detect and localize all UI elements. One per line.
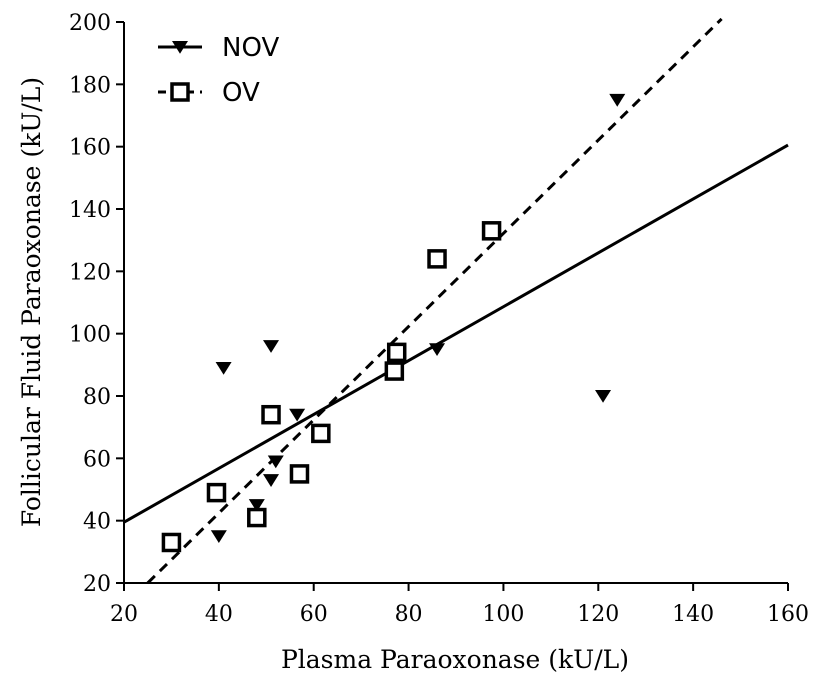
y-tick-label: 120 <box>69 260 111 285</box>
point-ov <box>261 404 281 425</box>
legend: NOV OV <box>158 33 279 108</box>
point-ov <box>427 249 447 269</box>
point-nov <box>595 390 612 403</box>
x-tick-label: 60 <box>300 602 328 627</box>
point-ov <box>311 423 331 444</box>
point-nov <box>263 474 280 487</box>
x-tick-label: 120 <box>577 602 619 627</box>
y-tick-label: 60 <box>83 447 111 472</box>
point-ov <box>247 507 267 528</box>
y-tick-label: 20 <box>83 572 111 597</box>
y-tick-label: 100 <box>69 323 111 348</box>
fit-line-ov <box>146 17 723 585</box>
point-nov <box>248 499 265 512</box>
x-tick-label: 160 <box>767 602 809 627</box>
point-nov <box>429 343 446 357</box>
x-tick-label: 40 <box>205 602 233 627</box>
x-axis-label: Plasma Paraoxonase (kU/L) <box>281 645 629 674</box>
point-nov <box>215 361 232 375</box>
data-points <box>161 93 626 553</box>
point-ov <box>384 361 405 381</box>
point-nov <box>609 93 626 107</box>
legend-marker-ov <box>170 82 190 102</box>
legend-label-nov: NOV <box>222 33 279 63</box>
legend-label-ov: OV <box>222 78 260 108</box>
y-tick-label: 200 <box>69 11 111 36</box>
point-nov <box>267 455 284 469</box>
legend-marker-nov <box>172 41 188 54</box>
y-tick-label: 80 <box>83 385 111 410</box>
fit-lines <box>123 17 789 585</box>
point-nov <box>210 530 227 544</box>
fit-line-nov <box>123 143 789 524</box>
point-nov <box>289 408 306 422</box>
x-tick-label: 20 <box>110 602 138 627</box>
y-tick-label: 180 <box>69 73 111 98</box>
y-tick-label: 40 <box>83 510 111 535</box>
y-tick-label: 140 <box>69 198 111 223</box>
point-nov <box>263 340 280 353</box>
point-ov <box>289 464 310 484</box>
y-axis-label: Follicular Fluid Paraoxonase (kU/L) <box>17 77 46 527</box>
y-tick-label: 160 <box>69 136 111 161</box>
x-tick-label: 140 <box>672 602 714 627</box>
x-tick-label: 100 <box>482 602 524 627</box>
point-ov <box>481 221 502 241</box>
point-ov <box>161 532 182 553</box>
point-ov <box>206 482 227 503</box>
point-ov <box>386 342 407 363</box>
x-tick-label: 80 <box>395 602 423 627</box>
axes: 20 40 60 80 100 120 140 160 20 40 60 80 100 120 140 160… <box>69 11 809 627</box>
